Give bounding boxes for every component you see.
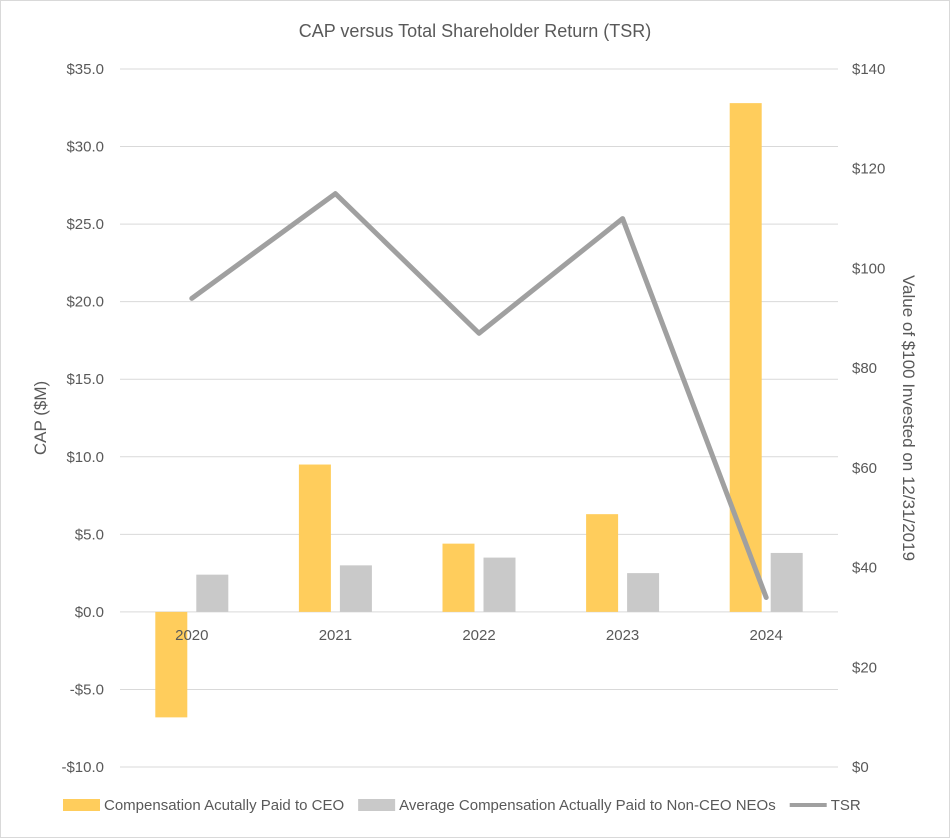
legend-swatch-1 bbox=[358, 799, 396, 811]
right-axis-ticks: $140 $120 $100 $80 $60 $40 $20 $0 bbox=[852, 61, 885, 776]
x-tick-label-2022: 2022 bbox=[462, 627, 495, 644]
legend-swatch-0 bbox=[63, 799, 100, 811]
left-tick-label: $30.0 bbox=[66, 139, 104, 156]
left-tick-label: -$10.0 bbox=[61, 759, 104, 776]
neo-cap-bar-2024 bbox=[770, 552, 803, 612]
neo-cap-bar-2022 bbox=[483, 557, 516, 612]
legend: Compensation Acutally Paid to CEO Average… bbox=[63, 797, 861, 814]
right-tick-label: $140 bbox=[852, 61, 885, 78]
left-axis-ticks: $35.0 $30.0 $25.0 $20.0 $15.0 $10.0 $5.0 $0.0 -$… bbox=[61, 61, 104, 776]
neo-cap-bar-2021 bbox=[339, 565, 372, 612]
right-tick-label: $40 bbox=[852, 560, 877, 577]
right-tick-label: $80 bbox=[852, 360, 877, 377]
right-tick-label: $100 bbox=[852, 260, 885, 277]
ceo-cap-bar-2020 bbox=[155, 611, 188, 718]
right-tick-label: $20 bbox=[852, 659, 877, 676]
x-axis-labels: 2020 2021 2022 2023 2024 bbox=[175, 627, 783, 644]
left-tick-label: $25.0 bbox=[66, 216, 104, 233]
x-tick-label-2021: 2021 bbox=[319, 627, 352, 644]
left-tick-label: $15.0 bbox=[66, 371, 104, 388]
right-tick-label: $0 bbox=[852, 759, 869, 776]
chart-title: CAP versus Total Shareholder Return (TSR… bbox=[299, 21, 652, 41]
legend-label-1: Average Compensation Actually Paid to No… bbox=[399, 797, 776, 814]
ceo-cap-bar-2024 bbox=[729, 103, 762, 612]
left-axis-title: CAP ($M) bbox=[31, 381, 50, 455]
tsr-line-group bbox=[189, 191, 769, 600]
neo-cap-bar-2023 bbox=[627, 573, 660, 612]
bars bbox=[155, 103, 803, 718]
gridlines bbox=[120, 68, 838, 768]
left-tick-label: $35.0 bbox=[66, 61, 104, 78]
right-tick-label: $120 bbox=[852, 161, 885, 178]
right-tick-label: $60 bbox=[852, 460, 877, 477]
legend-label-0: Compensation Acutally Paid to CEO bbox=[104, 797, 344, 814]
left-tick-label: $0.0 bbox=[75, 604, 104, 621]
legend-label-2: TSR bbox=[831, 797, 861, 814]
ceo-cap-bar-2023 bbox=[586, 514, 619, 612]
ceo-cap-bar-2022 bbox=[442, 543, 475, 612]
x-tick-label-2020: 2020 bbox=[175, 627, 208, 644]
x-tick-label-2023: 2023 bbox=[606, 627, 639, 644]
ceo-cap-bar-2021 bbox=[298, 464, 331, 612]
x-tick-label-2024: 2024 bbox=[750, 627, 783, 644]
left-tick-label: $20.0 bbox=[66, 294, 104, 311]
tsr-line bbox=[189, 191, 769, 600]
left-tick-label: -$5.0 bbox=[70, 681, 104, 698]
left-tick-label: $5.0 bbox=[75, 526, 104, 543]
right-axis-title: Value of $100 Invested on 12/31/2019 bbox=[899, 275, 918, 561]
neo-cap-bar-2020 bbox=[196, 574, 229, 612]
left-tick-label: $10.0 bbox=[66, 449, 104, 466]
